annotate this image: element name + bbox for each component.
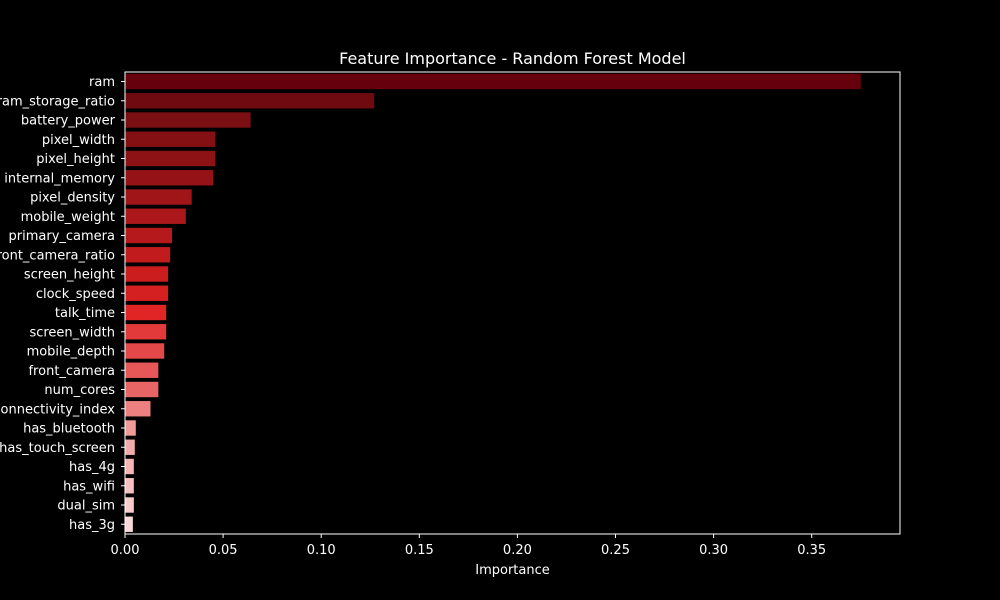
y-tick-label: internal_memory [4,171,115,186]
bar-connectivity_index [125,401,151,417]
bar-num_cores [125,381,159,398]
x-tick-label: 0.15 [405,543,434,558]
bar-front_camera_ratio [125,247,171,263]
y-tick-label: pixel_density [30,191,115,206]
bar-front_camera [125,362,159,378]
bar-has_4g [125,458,134,475]
y-tick-label: has_3g [69,518,115,533]
y-tick-label: screen_height [24,268,115,283]
plot-frame [124,71,901,535]
y-tick-label: pixel_height [36,152,115,167]
bar-ram [125,73,861,90]
bar-ram_storage_ratio [125,93,375,109]
bar-screen_width [125,324,167,340]
y-tick-label: front_camera [28,364,115,379]
x-tick-label: 0.05 [209,543,238,558]
bar-has_bluetooth [125,420,136,436]
y-tick-label: ram_storage_ratio [0,94,115,109]
bar-battery_power [125,112,251,128]
y-tick-label: clock_speed [36,287,115,302]
bar-pixel_width [125,131,216,147]
bar-has_3g [125,516,133,532]
y-tick-labels-group: ram ram_storage_ratio battery_power pixel_w… [0,75,125,533]
x-axis-label: Importance [475,563,550,578]
y-tick-label: num_cores [44,383,115,398]
y-tick-label: ram [89,75,115,90]
bar-dual_sim [125,497,134,513]
bar-clock_speed [125,285,169,301]
x-tick-label: 0.20 [503,543,532,558]
y-tick-label: has_bluetooth [23,422,115,437]
bar-pixel_height [125,150,216,167]
y-tick-label: mobile_depth [27,345,115,360]
x-ticks-group: 0.00 0.05 0.10 0.15 0.20 0.25 0.30 0.35 [111,534,826,558]
y-tick-label: dual_sim [57,499,115,514]
bar-has_wifi [125,478,134,494]
y-tick-label: front_camera_ratio [0,248,115,263]
x-tick-label: 0.30 [699,543,728,558]
y-tick-label: has_4g [69,460,115,475]
x-tick-label: 0.35 [797,543,826,558]
bar-pixel_density [125,189,192,205]
x-tick-label: 0.10 [307,543,336,558]
y-tick-label: has_touch_screen [0,441,115,456]
y-tick-label: battery_power [21,114,116,129]
bar-screen_height [125,266,169,282]
chart-title: Feature Importance - Random Forest Model [339,49,686,68]
bars-group [125,73,861,532]
y-tick-label: connectivity_index [0,402,115,417]
bar-primary_camera [125,227,173,244]
y-tick-label: has_wifi [63,479,115,494]
x-tick-label: 0.00 [111,543,140,558]
x-tick-label: 0.25 [601,543,630,558]
y-tick-label: primary_camera [9,229,115,244]
y-tick-label: mobile_weight [21,210,115,225]
bar-mobile_depth [125,343,165,359]
y-tick-label: talk_time [55,306,115,321]
y-tick-label: screen_width [29,325,115,340]
bar-mobile_weight [125,208,186,224]
bar-talk_time [125,304,167,321]
bar-internal_memory [125,170,214,186]
y-tick-label: pixel_width [42,133,115,148]
bar-has_touch_screen [125,439,135,455]
